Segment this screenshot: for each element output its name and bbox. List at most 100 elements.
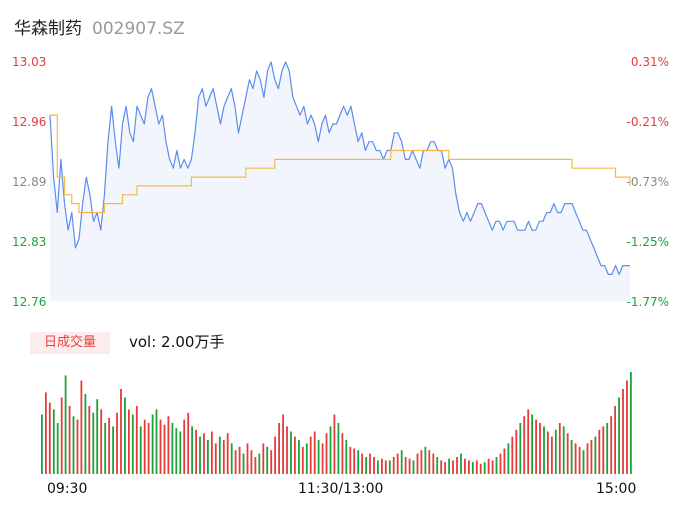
stock-name: 华森制药	[14, 19, 82, 39]
x-tick-label: 09:30	[47, 481, 88, 497]
volume-bar	[313, 431, 316, 474]
volume-bar	[108, 417, 110, 474]
volume-bar	[333, 414, 336, 474]
volume-bar	[388, 460, 391, 474]
volume-bar	[258, 453, 261, 474]
volume-bar	[570, 440, 573, 474]
volume-bar	[491, 460, 494, 474]
pct-tick-label: -1.25%	[626, 235, 669, 249]
volume-bar	[341, 433, 344, 474]
price-tick-label: 12.76	[12, 295, 47, 309]
volume-bar	[519, 423, 522, 474]
volume-bar	[610, 416, 613, 474]
volume-bar	[171, 423, 174, 474]
volume-bar	[400, 450, 403, 474]
volume-bar	[321, 443, 324, 474]
volume-bar	[128, 409, 130, 474]
volume-bar	[511, 436, 514, 474]
price-tick-label: 12.83	[12, 235, 47, 249]
volume-bar	[112, 426, 114, 474]
volume-bar	[377, 460, 379, 474]
volume-bar	[254, 457, 257, 474]
volume-bar	[290, 431, 292, 474]
volume-bar	[404, 457, 407, 474]
pct-tick-label: 0.31%	[630, 55, 669, 69]
pct-tick-label: -0.21%	[626, 115, 669, 129]
pct-tick-label: -0.73%	[626, 175, 669, 189]
volume-bar	[614, 406, 616, 474]
volume-bar	[523, 416, 526, 474]
volume-bar	[147, 423, 150, 474]
volume-bar	[64, 375, 67, 474]
volume-bar	[554, 429, 557, 474]
volume-bar	[116, 412, 118, 474]
volume-bar	[618, 397, 620, 474]
volume-bar	[357, 450, 360, 474]
volume-bar	[60, 397, 63, 474]
volume-bar	[479, 463, 482, 474]
volume-bar	[598, 429, 601, 474]
volume-bar	[199, 436, 201, 474]
volume-bar	[396, 453, 399, 474]
volume-bar	[626, 380, 628, 474]
volume-bar	[234, 450, 237, 474]
volume-badge[interactable]: 日成交量	[30, 332, 110, 354]
volume-bar	[262, 443, 265, 474]
volume-bar	[551, 436, 553, 474]
volume-bar	[440, 460, 443, 474]
volume-bar	[515, 429, 518, 474]
volume-bar	[242, 453, 245, 474]
x-tick-label: 15:00	[596, 481, 637, 497]
volume-bar	[96, 399, 99, 474]
volume-bar	[124, 397, 126, 474]
volume-bar	[305, 443, 308, 474]
volume-bar	[187, 412, 190, 474]
volume-bar	[120, 389, 122, 474]
volume-bar	[45, 392, 47, 474]
volume-bar	[41, 414, 43, 474]
volume-bar	[535, 419, 537, 474]
volume-bar	[574, 443, 577, 474]
volume-bar	[294, 436, 296, 474]
volume-bar	[203, 433, 205, 474]
volume-bar	[420, 450, 423, 474]
volume-bar	[250, 450, 253, 474]
volume-bar	[495, 457, 498, 474]
volume-bar	[325, 433, 328, 474]
volume-bar	[104, 423, 107, 474]
volume-bar	[392, 457, 395, 474]
volume-bar	[52, 409, 55, 474]
volume-bar	[586, 443, 589, 474]
volume-bar	[373, 457, 375, 474]
volume-bar	[139, 426, 142, 474]
volume-bar	[369, 453, 371, 474]
volume-bar	[483, 462, 486, 474]
volume-bar	[531, 414, 533, 474]
volume-bar	[175, 428, 178, 474]
pct-tick-label: -1.77%	[626, 295, 669, 309]
price-line	[49, 61, 630, 275]
volume-bar	[80, 380, 83, 474]
volume-bar	[444, 462, 446, 474]
volume-bar	[84, 394, 87, 474]
volume-bar	[539, 423, 541, 474]
volume-bar	[365, 457, 367, 474]
volume-bar	[68, 406, 71, 474]
volume-bar	[594, 436, 597, 474]
volume-bar	[298, 440, 300, 474]
volume-bar	[353, 448, 356, 474]
x-tick-label: 11:30/13:00	[298, 481, 384, 497]
volume-bar	[195, 429, 197, 474]
volume-bar	[131, 414, 134, 474]
volume-bar	[76, 419, 79, 474]
volume-bar	[590, 440, 593, 474]
volume-bar	[547, 431, 549, 474]
volume-bar	[361, 453, 363, 474]
volume-bar	[582, 450, 585, 474]
volume-bar	[566, 433, 569, 474]
volume-bar	[155, 409, 158, 474]
volume-bar	[424, 446, 427, 474]
stock-code: 002907.SZ	[92, 19, 185, 39]
volume-bar	[349, 446, 352, 474]
